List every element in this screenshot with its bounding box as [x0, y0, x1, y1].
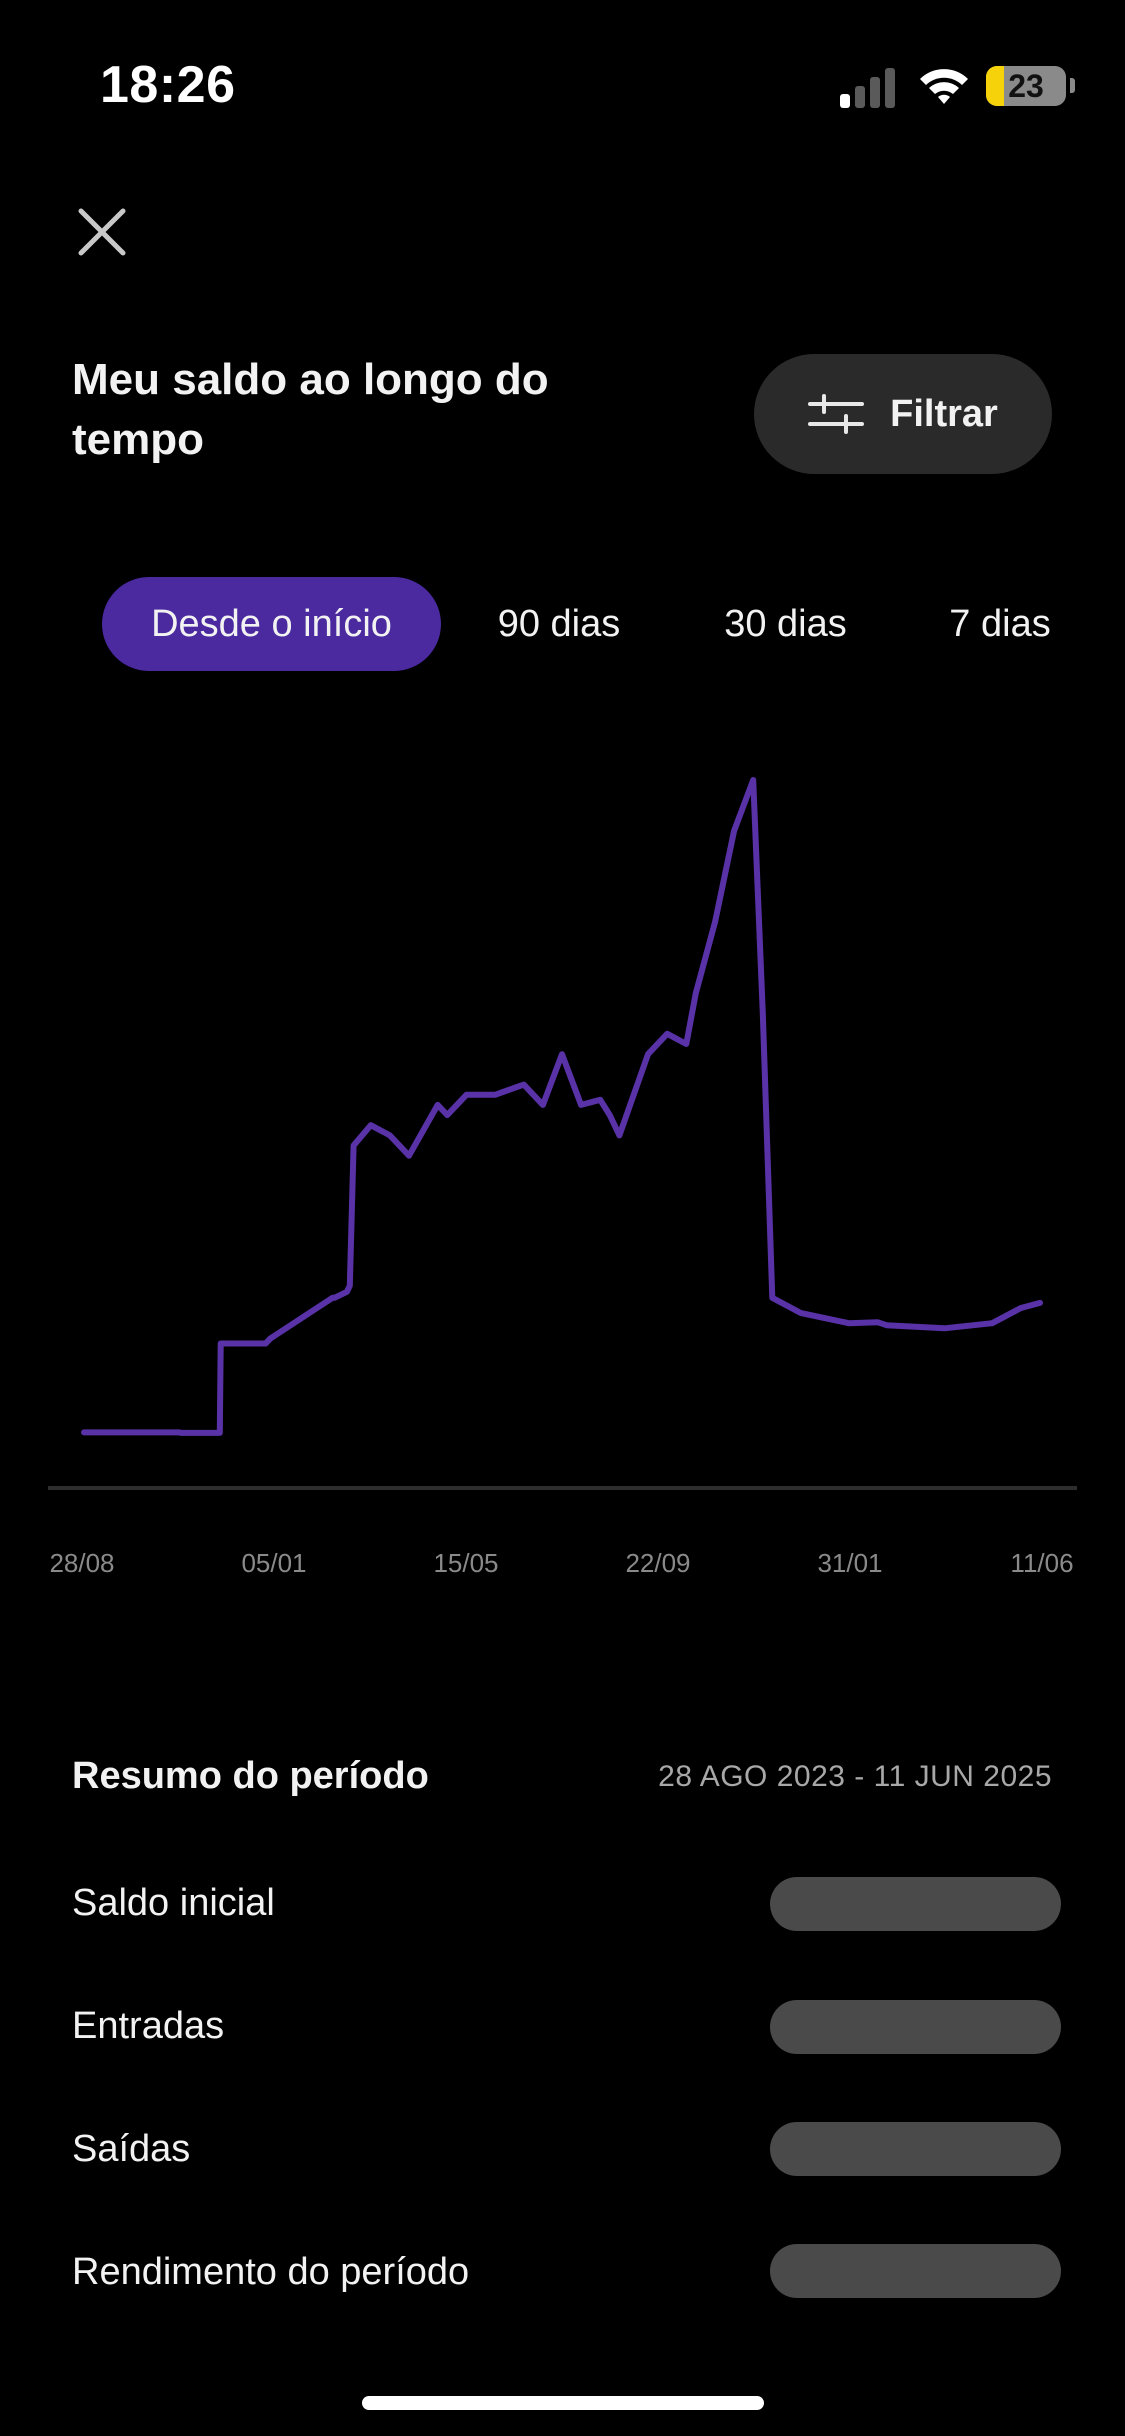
battery-tip	[1070, 78, 1075, 93]
sliders-icon	[808, 394, 865, 434]
row-value-rendimento	[770, 2244, 1061, 2298]
x-tick-labels: 28/08 05/01 15/05 22/09 31/01 11/06	[49, 1548, 1073, 1578]
x-tick-label: 31/01	[817, 1548, 882, 1578]
page-title: Meu saldo ao longo do tempo	[72, 355, 549, 464]
summary-date-range: 28 AGO 2023 - 11 JUN 2025	[658, 1760, 1052, 1793]
battery-icon: 23	[986, 66, 1066, 106]
x-tick-label: 22/09	[625, 1548, 690, 1578]
tab-since-start[interactable]: Desde o início	[102, 577, 441, 671]
tab-7-days[interactable]: 7 dias	[949, 602, 1051, 645]
x-tick-label: 15/05	[433, 1548, 498, 1578]
x-tick-label: 28/08	[49, 1548, 114, 1578]
signal-icon	[840, 68, 895, 108]
row-label-saldo-inicial: Saldo inicial	[72, 1882, 275, 1924]
tab-30-days[interactable]: 30 dias	[724, 602, 847, 645]
row-value-entradas	[770, 2000, 1061, 2054]
x-tick-label: 11/06	[1010, 1548, 1073, 1578]
balance-chart: 28/08 05/01 15/05 22/09 31/01 11/06	[48, 777, 1077, 1578]
battery-fill	[986, 66, 1005, 106]
row-value-saidas	[770, 2122, 1061, 2176]
summary-title: Resumo do período	[72, 1755, 429, 1797]
close-button[interactable]	[70, 200, 134, 264]
filter-label: Filtrar	[890, 392, 998, 435]
filter-button[interactable]: Filtrar	[754, 354, 1052, 474]
row-label-rendimento: Rendimento do período	[72, 2251, 470, 2293]
close-icon	[78, 208, 126, 256]
row-value-saldo-inicial	[770, 1877, 1061, 1931]
x-tick-label: 05/01	[241, 1548, 306, 1578]
tab-90-days[interactable]: 90 dias	[497, 602, 621, 645]
row-label-saidas: Saídas	[72, 2128, 191, 2170]
status-time: 18:26	[100, 56, 236, 114]
home-indicator	[362, 2396, 764, 2410]
row-label-entradas: Entradas	[72, 2005, 225, 2047]
battery-level: 23	[1008, 68, 1044, 104]
series-line-balance	[81, 777, 1043, 1436]
wifi-icon	[920, 69, 968, 104]
